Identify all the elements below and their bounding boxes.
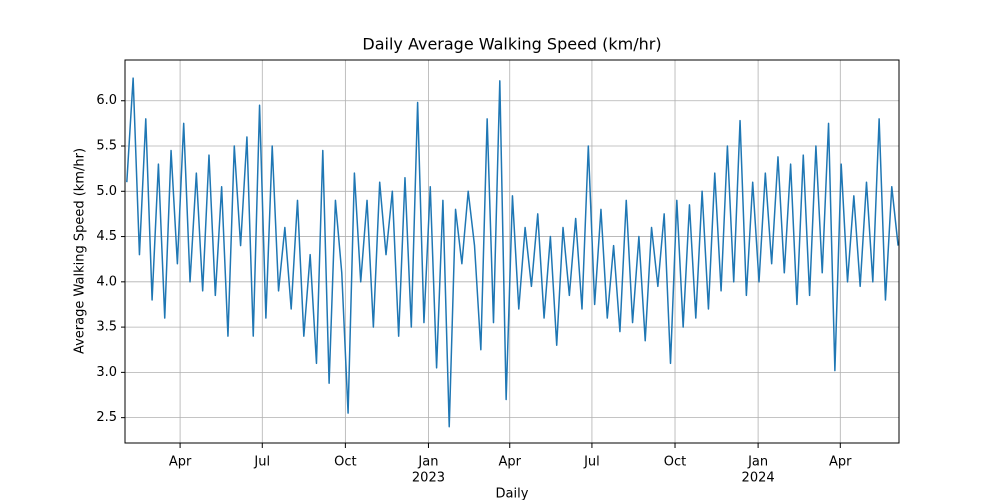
- plot-frame: [124, 59, 900, 444]
- x-tick-label: Apr: [829, 455, 852, 470]
- x-tick-sublabel: 2024: [742, 471, 775, 486]
- x-tick-label: Jan: [747, 455, 768, 470]
- data-line: [126, 77, 899, 428]
- x-axis-label: Daily: [496, 487, 529, 500]
- y-tick-label: 5.5: [96, 139, 117, 154]
- chart-title: Daily Average Walking Speed (km/hr): [362, 35, 661, 54]
- x-tick-label: Apr: [169, 455, 192, 470]
- y-tick-label: 3.0: [96, 365, 117, 380]
- x-tick-sublabel: 2023: [412, 471, 445, 486]
- y-tick-label: 6.0: [96, 93, 117, 108]
- x-tick-label: Oct: [334, 455, 356, 470]
- x-tick-label: Jan: [417, 455, 438, 470]
- x-tick-label: Apr: [498, 455, 521, 470]
- y-tick-label: 5.0: [96, 184, 117, 199]
- y-tick-label: 4.5: [96, 229, 117, 244]
- y-tick-label: 3.5: [96, 320, 117, 335]
- y-tick-label: 2.5: [96, 410, 117, 425]
- x-tick-label: Jul: [583, 455, 600, 470]
- y-tick-label: 4.0: [96, 274, 117, 289]
- y-axis-label: Average Walking Speed (km/hr): [73, 148, 88, 354]
- x-tick-label: Jul: [253, 455, 270, 470]
- x-tick-label: Oct: [664, 455, 686, 470]
